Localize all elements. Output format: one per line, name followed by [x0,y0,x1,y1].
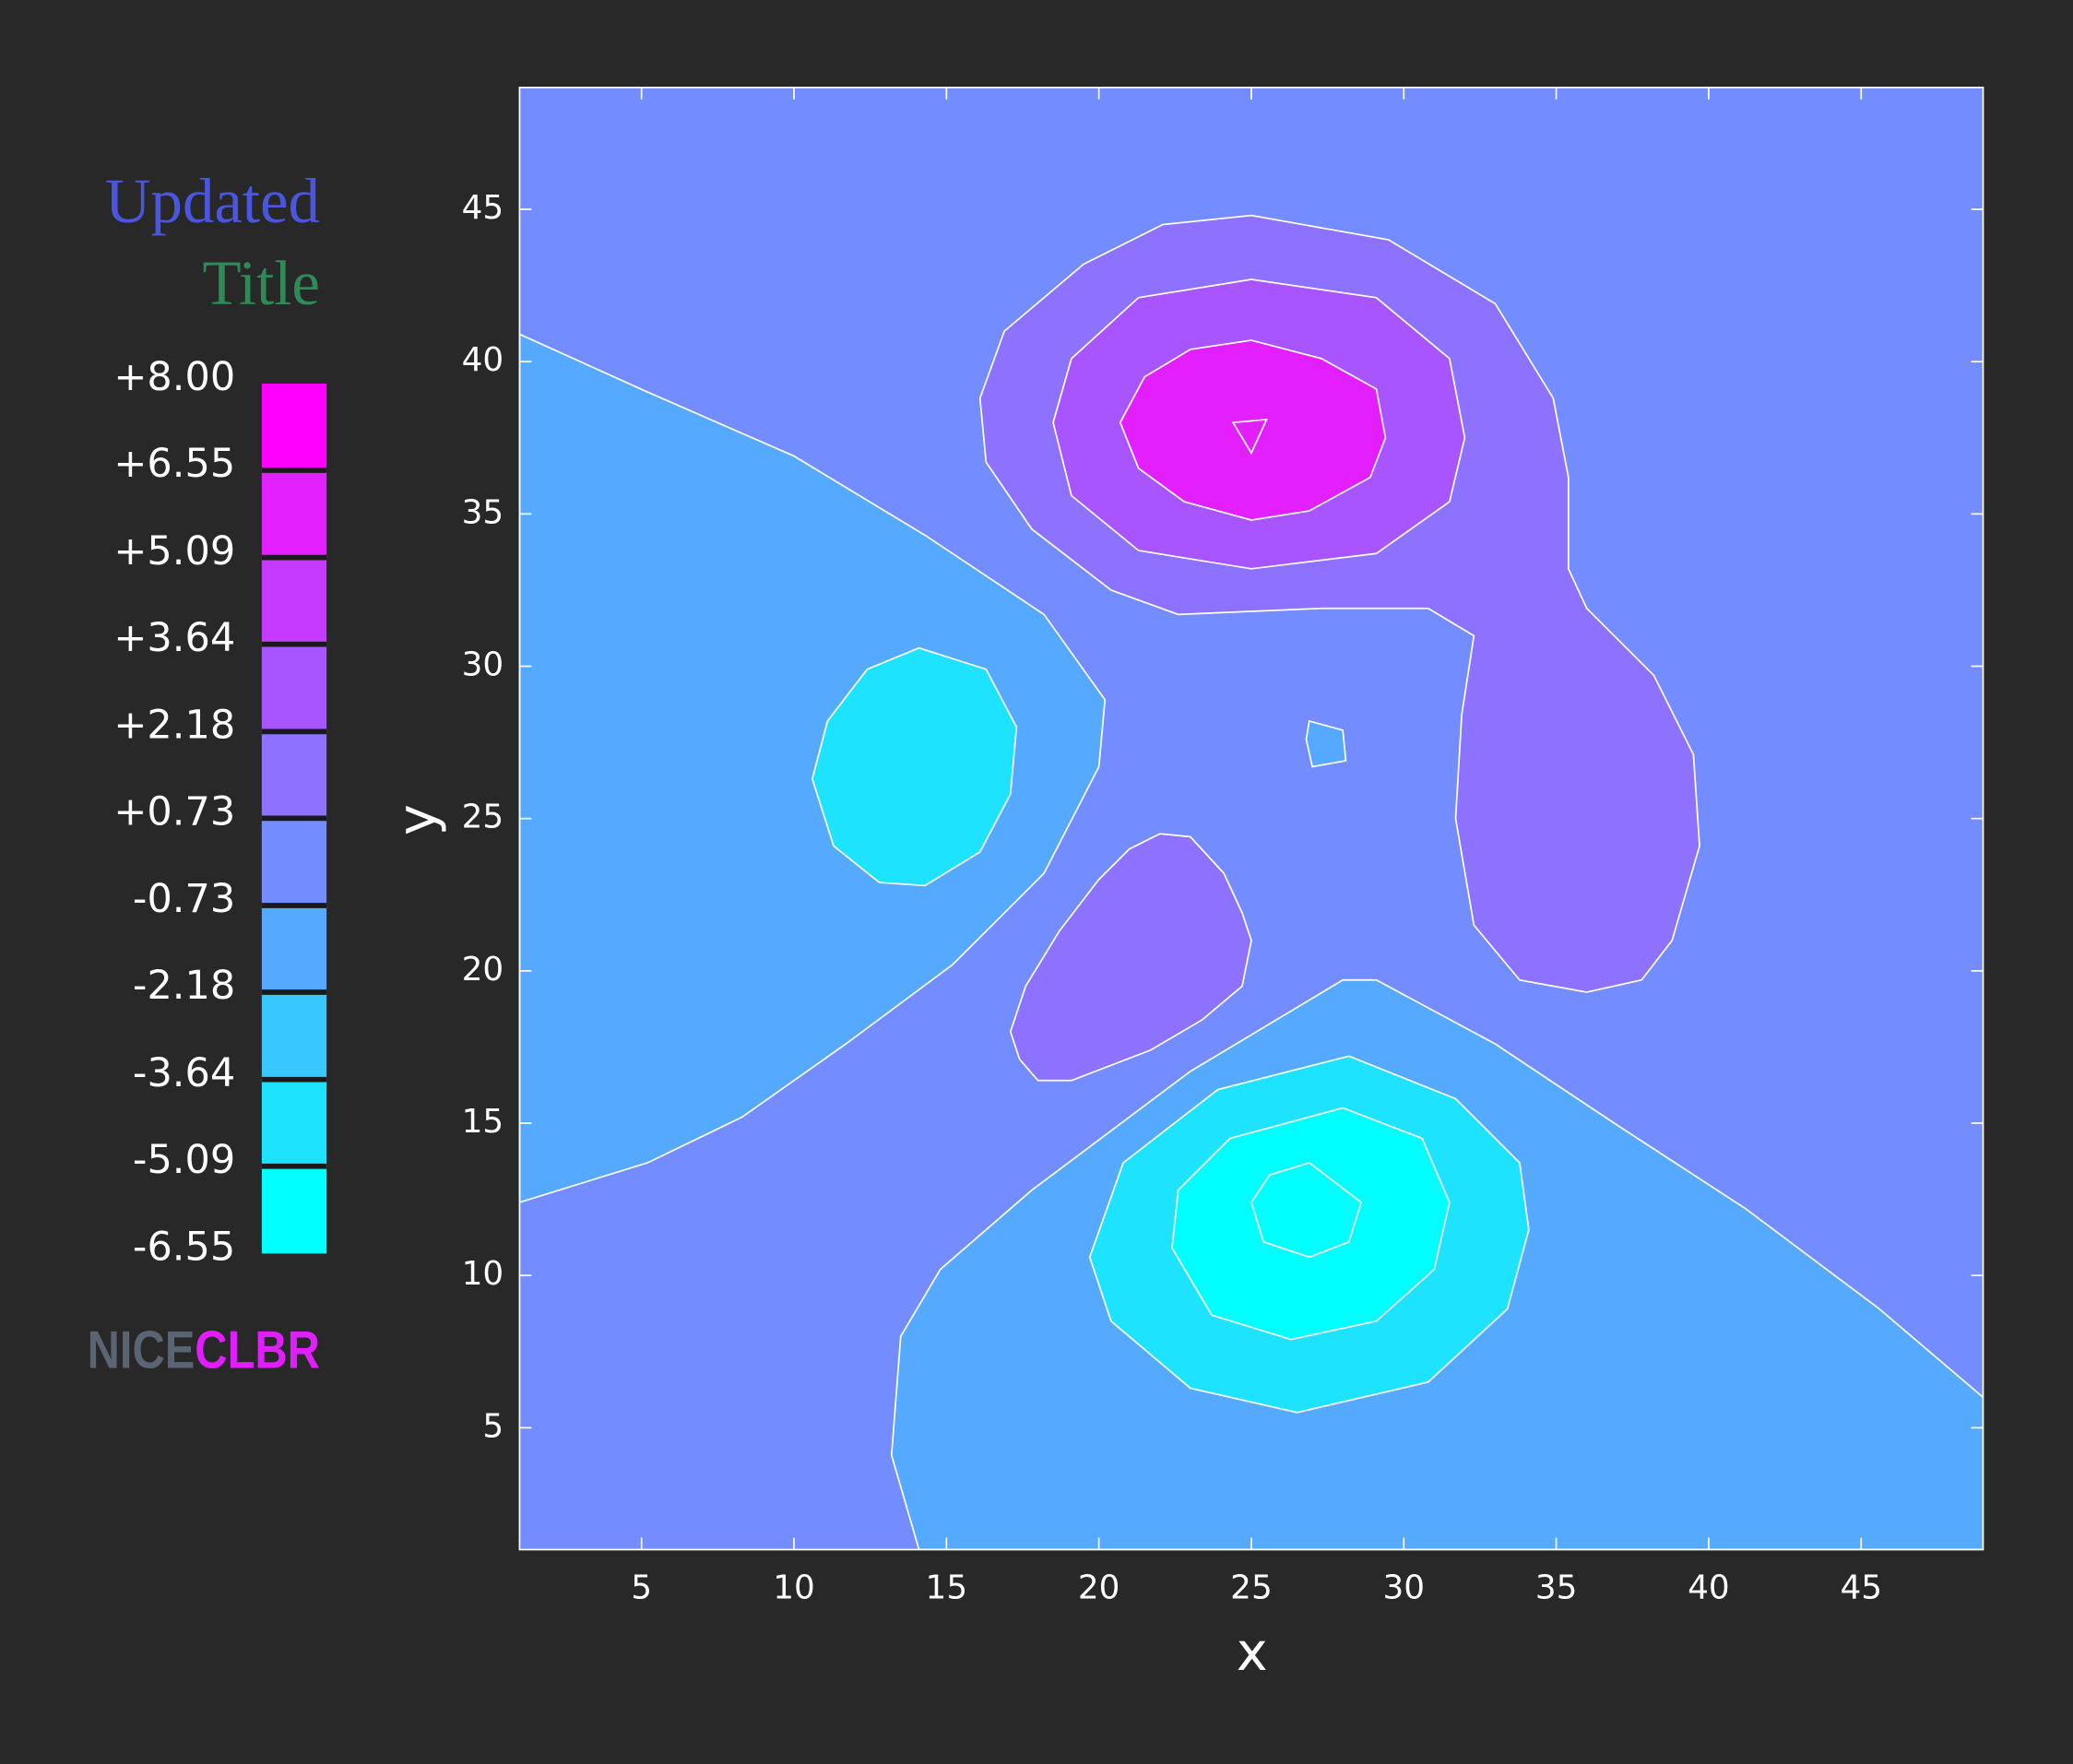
y-tick-label: 20 [462,951,504,989]
logo-part: NICE [88,1320,195,1379]
colorbar-tick-label: -6.55 [133,1225,235,1271]
x-axis-label: x [1237,1621,1268,1683]
colorbar-tick-label: +8.00 [113,354,235,400]
contour-region [811,646,1018,887]
logo-part: CLBR [195,1320,320,1379]
colorbar-tick-label: -5.09 [133,1137,235,1183]
colorbar-tick-label: +0.73 [113,789,235,835]
x-tick-label: 10 [773,1569,815,1607]
x-tick-label: 5 [631,1569,652,1607]
colorbar-bin [261,384,327,471]
logo: NICECLBR [88,1320,320,1379]
title-line: Updated [105,166,320,236]
y-tick-label: 15 [462,1103,504,1141]
colorbar-bin [261,1166,327,1254]
colorbar-bin [261,818,327,906]
colorbar-bin [261,906,327,993]
colorbar-tick-label: +2.18 [113,703,235,749]
colorbar-bin [261,470,327,558]
contour-region [1250,1162,1363,1259]
x-tick-label: 35 [1535,1569,1578,1607]
y-tick-label: 45 [462,189,504,227]
x-tick-label: 30 [1382,1569,1425,1607]
x-tick-label: 25 [1230,1569,1273,1607]
colorbar-tick-label: -3.64 [133,1050,235,1096]
x-tick-label: 40 [1688,1569,1730,1607]
y-tick-label: 30 [462,646,504,684]
y-axis-label: y [386,804,448,835]
title-line: Title [202,248,319,318]
y-tick-label: 5 [482,1407,503,1445]
x-tick-label: 15 [926,1569,968,1607]
colorbar-tick-label: +5.09 [113,528,235,574]
colorbar-bin [261,557,327,645]
contour-region [519,333,1107,1203]
colorbar-bin [261,731,327,819]
colorbar-bin [261,644,327,732]
y-tick-label: 10 [462,1255,504,1293]
y-tick-label: 25 [462,799,504,836]
colorbar-tick-label: +3.64 [113,615,235,661]
colorbar-tick-label: -2.18 [133,963,235,1009]
plot-area [519,87,1984,1550]
colorbar-bin [261,1079,327,1166]
colorbar-tick-label: -0.73 [133,876,235,922]
x-tick-label: 45 [1840,1569,1882,1607]
contour-region [1231,418,1268,456]
axes: 5 10 15 20 25 30 35 40 45 5 10 15 20 25 30 35 40 45 [462,87,1984,1607]
colorbar-tick-label: +6.55 [113,441,235,487]
x-tick-label: 20 [1078,1569,1120,1607]
colorbar-bin [261,992,327,1080]
contour-region [1009,833,1252,1082]
y-tick-label: 35 [462,493,504,531]
y-tick-label: 40 [462,341,504,379]
contour-region [1305,719,1347,768]
